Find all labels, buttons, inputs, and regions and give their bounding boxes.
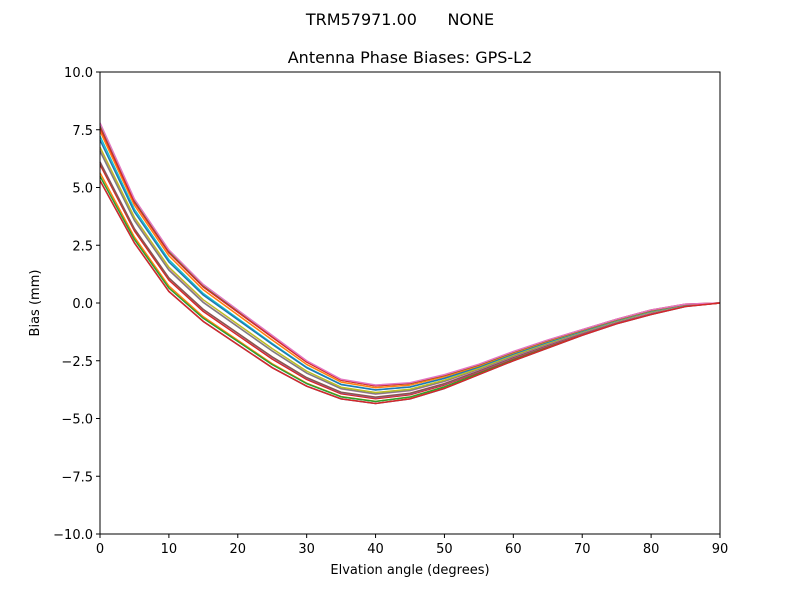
y-tick-label: −7.5 (61, 470, 93, 485)
series-line (99, 149, 721, 395)
series-line (99, 146, 721, 394)
x-tick-label: 40 (367, 542, 384, 557)
series-line (99, 175, 721, 403)
y-axis: 10.0 7.5 5.0 2.5 0.0 −2.5 −5.0 −7.5 −10.0 (53, 66, 100, 543)
x-tick-label: 70 (574, 542, 591, 557)
series-line (99, 164, 721, 400)
x-tick-label: 0 (96, 542, 104, 557)
y-tick-label: −5.0 (61, 413, 93, 428)
series-line (99, 180, 721, 405)
x-axis-label: Elvation angle (degrees) (330, 563, 489, 578)
series-line (99, 122, 721, 386)
y-tick-label: 10.0 (64, 66, 93, 81)
y-tick-label: 7.5 (72, 124, 93, 139)
y-tick-label: −2.5 (61, 355, 93, 370)
series-line (99, 130, 721, 389)
series-line (99, 127, 721, 387)
y-tick-label: −10.0 (53, 528, 93, 543)
y-tick-label: 5.0 (72, 182, 93, 197)
series-layer (99, 122, 721, 405)
y-tick-label: 0.0 (72, 297, 93, 312)
chart-title: Antenna Phase Biases: GPS-L2 (287, 48, 533, 67)
series-line (99, 172, 721, 403)
x-axis: 0 10 20 30 40 50 60 70 80 90 (96, 534, 728, 557)
figure-suptitle: TRM57971.00 NONE (305, 10, 495, 29)
x-tick-label: 10 (161, 542, 178, 557)
series-line (99, 124, 721, 387)
y-tick-label: 2.5 (72, 239, 93, 254)
series-line (99, 150, 721, 395)
y-axis-label: Bias (mm) (28, 270, 43, 337)
x-tick-label: 30 (298, 542, 315, 557)
x-tick-label: 60 (505, 542, 522, 557)
x-tick-label: 80 (643, 542, 660, 557)
series-line (99, 139, 721, 391)
x-tick-label: 20 (230, 542, 247, 557)
x-tick-label: 90 (712, 542, 729, 557)
x-tick-label: 50 (436, 542, 453, 557)
series-line (99, 135, 721, 391)
